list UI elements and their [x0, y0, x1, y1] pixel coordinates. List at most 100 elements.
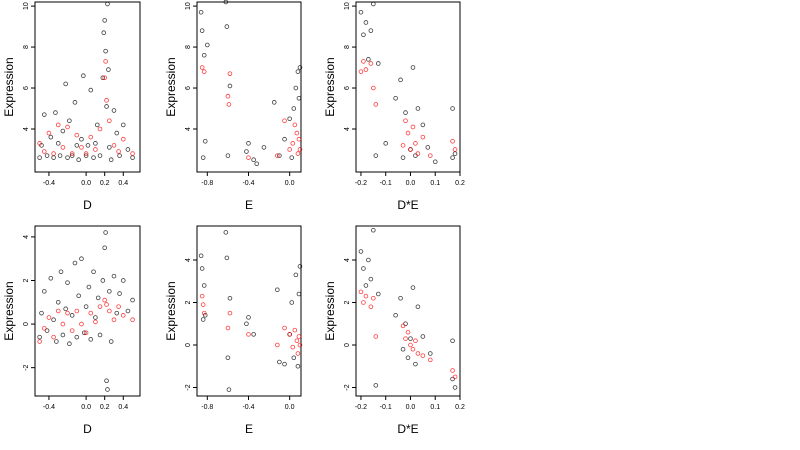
scatter-point-black: [400, 346, 406, 352]
x-tick-label: -0.8: [201, 404, 213, 411]
y-tick-label: 10: [185, 2, 192, 10]
x-tick-label: 0.2: [455, 404, 465, 411]
scatter-point-red: [246, 332, 251, 337]
scatter-point-black: [199, 266, 205, 271]
y-tick-label: 8: [344, 45, 351, 49]
scatter-point-red: [199, 65, 205, 70]
scatter-point-red: [290, 141, 296, 146]
y-tick-label: 2: [344, 300, 351, 304]
scatter-point-black: [111, 273, 117, 279]
x-tick-label: 0.1: [430, 180, 440, 187]
x-axis-title: D: [83, 422, 92, 436]
scatter-point-black: [261, 145, 267, 150]
x-tick-label: -0.4: [43, 404, 55, 411]
scatter-point-black: [450, 155, 455, 160]
scatter-point-black: [81, 330, 87, 336]
scatter-point-black: [97, 153, 103, 158]
scatter-point-red: [297, 342, 303, 348]
scatter-point-black: [69, 313, 75, 318]
scatter-point-red: [69, 151, 75, 156]
x-tick-label: 0.2: [100, 404, 110, 411]
scatter-point-black: [65, 155, 70, 160]
y-tick-label: 4: [344, 258, 351, 262]
scatter-point-black: [95, 295, 101, 301]
scatter-point-black: [100, 278, 106, 283]
scatter-point-black: [225, 153, 231, 158]
scatter-point-black: [366, 257, 371, 263]
scatter-point-black: [130, 155, 135, 160]
scatter-point-black: [86, 284, 92, 290]
scatter-point-black: [107, 289, 112, 294]
scatter-point-red: [275, 153, 280, 158]
x-tick-label: 0.4: [118, 404, 128, 411]
y-tick-label: 10: [344, 2, 351, 10]
scatter-panel-6: -0.2 -0.1 0.0 0.1 0.2 -2 0 2 4 D*E Expression: [323, 225, 465, 436]
x-tick-label: 0.0: [406, 404, 416, 411]
y-tick-label: 2: [23, 278, 30, 282]
scatter-point-red: [420, 353, 426, 358]
scatter-point-red: [120, 136, 126, 142]
scatter-point-black: [102, 245, 107, 251]
scatter-point-red: [287, 332, 292, 337]
scatter-point-red: [46, 315, 52, 320]
y-tick-label: 4: [185, 127, 192, 131]
scatter-point-black: [48, 134, 54, 140]
scatter-point-black: [69, 153, 75, 158]
x-tick-label: 0.0: [81, 180, 91, 187]
x-tick-label: -0.1: [380, 180, 392, 187]
y-tick-label: 0: [185, 343, 192, 347]
plot-frame: [34, 1, 141, 173]
scatter-point-red: [107, 118, 112, 124]
scatter-point-black: [371, 1, 376, 7]
scatter-point-black: [37, 155, 42, 160]
scatter-point-red: [452, 147, 458, 152]
scatter-point-black: [223, 230, 229, 235]
scatter-point-black: [94, 122, 100, 128]
x-axis-title: E: [245, 422, 253, 436]
scatter-panel-4: -0.4 0.0 0.2 0.4 -2 0 2 4 D Expression: [2, 225, 141, 436]
y-tick-label: -2: [344, 384, 351, 390]
scatter-point-red: [287, 147, 292, 152]
scatter-point-black: [60, 128, 66, 134]
scatter-point-red: [371, 295, 376, 301]
scatter-point-black: [226, 387, 232, 392]
scatter-point-red: [290, 344, 296, 350]
x-axis-title: D: [83, 198, 92, 212]
scatter-point-red: [51, 334, 56, 340]
scatter-point-black: [223, 0, 229, 5]
scatter-point-black: [296, 95, 302, 101]
scatter-point-black: [130, 297, 135, 303]
scatter-point-red: [361, 59, 366, 64]
plot-frame: [196, 1, 302, 173]
scatter-point-black: [108, 157, 114, 163]
x-tick-label: -0.4: [242, 404, 254, 411]
scatter-point-red: [227, 71, 233, 76]
y-tick-label: 4: [23, 235, 30, 239]
scatter-point-black: [58, 269, 64, 275]
scatter-point-black: [432, 159, 438, 165]
plot-frame: [355, 1, 461, 173]
scatter-point-red: [65, 124, 70, 130]
y-tick-label: 4: [344, 127, 351, 131]
scatter-point-red: [37, 141, 42, 146]
x-tick-label: 0.2: [100, 180, 110, 187]
scatter-point-black: [102, 18, 107, 23]
scatter-point-black: [291, 355, 297, 361]
x-axis-title: E: [245, 198, 253, 212]
scatter-point-red: [201, 69, 207, 74]
scatter-point-red: [410, 124, 416, 130]
x-tick-label: -0.2: [355, 404, 367, 411]
scatter-point-black: [104, 104, 109, 109]
scatter-point-red: [130, 317, 135, 323]
scatter-point-black: [125, 147, 131, 152]
scatter-point-black: [361, 32, 366, 38]
scatter-point-black: [106, 67, 111, 72]
scatter-point-black: [91, 269, 96, 275]
scatter-point-red: [400, 143, 406, 148]
scatter-point-black: [297, 65, 303, 70]
scatter-point-black: [363, 20, 369, 25]
scatter-point-red: [37, 339, 42, 344]
scatter-point-black: [53, 110, 58, 115]
scatter-point-black: [393, 312, 398, 318]
scatter-panel-3: -0.2 -0.1 0.0 0.1 0.2 4 6 8 10 D*E Expression: [323, 1, 465, 212]
